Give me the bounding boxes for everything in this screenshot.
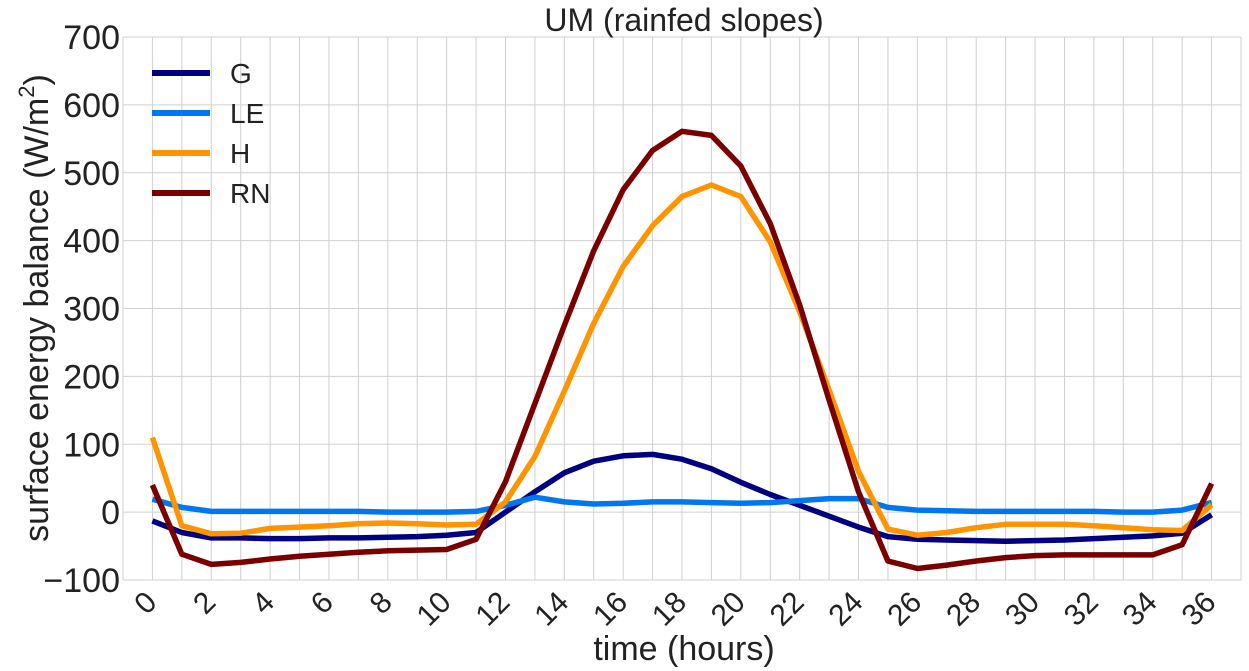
x-tick-label: 22 — [764, 586, 811, 633]
y-axis-label-close: ) — [18, 74, 56, 85]
x-tick-label: 30 — [999, 586, 1046, 633]
y-axis-label-sup: 2 — [14, 86, 39, 98]
x-tick-label: 2 — [187, 586, 222, 621]
series-line-rn — [149, 128, 1215, 572]
x-tick-label: 10 — [411, 586, 458, 633]
x-axis-label: time (hours) — [593, 630, 774, 668]
x-tick-label: 8 — [364, 586, 399, 621]
series-line-g — [151, 451, 1214, 545]
x-tick-label: 18 — [646, 586, 693, 633]
x-tick-label: 16 — [587, 586, 634, 633]
y-axis-label-main: surface energy balance (W/m — [18, 98, 56, 542]
x-tick-label: 24 — [823, 586, 870, 633]
y-axis-label: surface energy balance (W/m2) — [14, 74, 56, 542]
y-tick-label: 0 — [101, 494, 120, 532]
x-tick-label: 0 — [128, 586, 163, 621]
y-tick-label: 500 — [63, 155, 120, 193]
x-tick-label: 36 — [1176, 586, 1223, 633]
legend-label-le: LE — [230, 98, 264, 129]
y-ticks: −100 0 100 200 300 400 500 600 700 — [43, 19, 120, 600]
legend: G LE H RN — [152, 58, 270, 209]
x-tick-label: 28 — [940, 586, 987, 633]
y-tick-label: 600 — [63, 87, 120, 125]
y-tick-label: 700 — [63, 19, 120, 57]
x-ticks: 0 2 4 6 8 10 12 14 16 18 20 22 24 26 28 30 32 34 36 — [128, 586, 1222, 633]
x-tick-label: 32 — [1058, 586, 1105, 633]
legend-label-rn: RN — [230, 178, 270, 209]
x-tick-label: 12 — [469, 586, 516, 633]
series-layer — [149, 128, 1215, 572]
x-tick-label: 20 — [705, 586, 752, 633]
y-tick-label: 200 — [63, 358, 120, 396]
chart-title: UM (rainfed slopes) — [544, 2, 823, 38]
grid — [122, 36, 1242, 581]
legend-label-g: G — [230, 58, 252, 89]
x-tick-label: 6 — [305, 586, 340, 621]
y-tick-label: 400 — [63, 223, 120, 261]
x-tick-label: 14 — [528, 586, 575, 633]
series-line-h — [149, 182, 1214, 538]
x-tick-label: 34 — [1117, 586, 1164, 633]
x-tick-label: 26 — [881, 586, 928, 633]
y-tick-label: −100 — [43, 562, 120, 600]
series-line-le — [151, 494, 1213, 515]
y-tick-label: 100 — [63, 426, 120, 464]
y-tick-label: 300 — [63, 291, 120, 329]
legend-label-h: H — [230, 138, 250, 169]
x-tick-label: 4 — [246, 586, 281, 621]
